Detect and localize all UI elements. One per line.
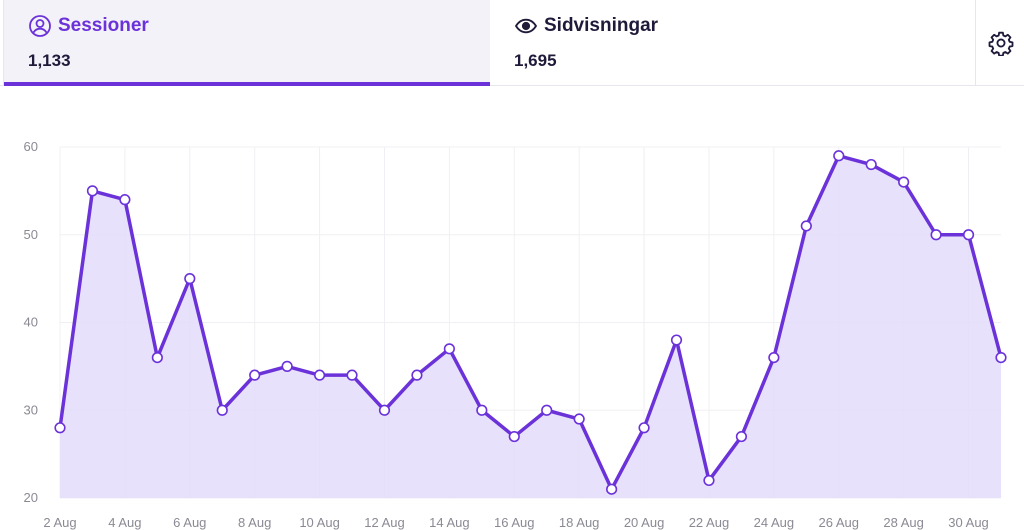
tab-sessions-header: Sessioner: [28, 14, 149, 38]
data-point-20[interactable]: [703, 474, 715, 487]
x-tick-label-2: 6 Aug: [173, 515, 206, 530]
x-tick-label-5: 12 Aug: [364, 515, 405, 530]
data-point-23[interactable]: [800, 220, 812, 232]
data-point-21[interactable]: [735, 430, 748, 443]
data-point-27[interactable]: [930, 229, 942, 241]
x-tick-label-3: 8 Aug: [238, 515, 271, 530]
data-point-10[interactable]: [378, 404, 391, 416]
series-line: [58, 154, 1003, 491]
data-point-7[interactable]: [281, 360, 293, 372]
series-points: [54, 150, 1007, 495]
tab-sessions[interactable]: Sessioner 1,133: [3, 0, 490, 86]
data-point-24[interactable]: [833, 150, 845, 162]
active-tab-indicator: [4, 82, 490, 86]
data-point-0[interactable]: [54, 422, 66, 434]
data-point-11[interactable]: [411, 369, 423, 381]
x-tick-label-14: 30 Aug: [948, 515, 989, 530]
tab-pageviews-header: Sidvisningar: [514, 14, 658, 38]
tab-pageviews-label: Sidvisningar: [544, 15, 659, 36]
data-point-5[interactable]: [216, 404, 228, 416]
x-tick-label-9: 20 Aug: [624, 515, 665, 530]
gear-icon: [988, 30, 1014, 57]
data-point-17[interactable]: [606, 483, 618, 495]
data-point-22[interactable]: [768, 352, 780, 364]
tab-pageviews-value: 1,695: [514, 51, 557, 70]
tab-sessions-value: 1,133: [28, 51, 71, 70]
data-point-2[interactable]: [119, 194, 131, 206]
x-tick-label-1: 4 Aug: [108, 515, 141, 530]
data-point-16[interactable]: [573, 413, 585, 425]
tab-pageviews[interactable]: Sidvisningar 1,695: [490, 0, 976, 85]
y-tick-label-0: 20: [24, 490, 38, 505]
data-point-8[interactable]: [313, 369, 326, 381]
series-area-fill: [60, 155, 1001, 498]
x-tick-label-12: 26 Aug: [819, 515, 860, 530]
x-tick-label-7: 16 Aug: [494, 515, 535, 530]
data-point-19[interactable]: [670, 334, 683, 346]
data-point-26[interactable]: [898, 176, 910, 188]
data-point-13[interactable]: [476, 404, 488, 416]
data-point-29[interactable]: [995, 352, 1007, 364]
data-point-4[interactable]: [184, 273, 196, 285]
data-point-28[interactable]: [962, 229, 975, 241]
data-point-25[interactable]: [865, 158, 877, 171]
x-axis-ticks: 2 Aug 4 Aug 6 Aug 8 Aug 10 Aug 12 Aug 14 Aug 16…: [43, 515, 988, 530]
eye-icon: [514, 14, 538, 38]
x-tick-label-10: 22 Aug: [689, 515, 730, 530]
user-circle-icon: [28, 14, 52, 38]
metric-tabs: Sessioner 1,133 Sidvisningar 1,695: [0, 0, 1024, 86]
x-tick-label-4: 10 Aug: [299, 515, 340, 530]
data-point-1[interactable]: [86, 185, 99, 197]
data-point-18[interactable]: [638, 422, 650, 434]
x-tick-label-6: 14 Aug: [429, 515, 470, 530]
tab-sessions-label: Sessioner: [58, 15, 149, 36]
data-point-15[interactable]: [541, 404, 553, 416]
x-tick-label-11: 24 Aug: [754, 515, 795, 530]
y-tick-label-4: 60: [24, 139, 38, 154]
y-axis-ticks: 20 30 40 50 60: [24, 139, 38, 505]
data-point-3[interactable]: [151, 352, 163, 364]
data-point-6[interactable]: [249, 369, 261, 381]
data-point-12[interactable]: [443, 343, 455, 355]
y-tick-label-3: 50: [24, 227, 38, 242]
x-tick-label-8: 18 Aug: [559, 515, 600, 530]
data-point-9[interactable]: [346, 369, 358, 381]
y-tick-label-2: 40: [24, 315, 38, 330]
x-tick-label-13: 28 Aug: [883, 515, 924, 530]
settings-button[interactable]: [975, 0, 1024, 85]
data-point-14[interactable]: [508, 430, 520, 443]
sessions-area-chart: 20 30 40 50 60 2 Aug 4 Aug 6 Aug 8 Aug 10 Aug 12 …: [24, 139, 1007, 530]
x-tick-label-0: 2 Aug: [43, 515, 76, 530]
y-tick-label-1: 30: [24, 402, 38, 417]
